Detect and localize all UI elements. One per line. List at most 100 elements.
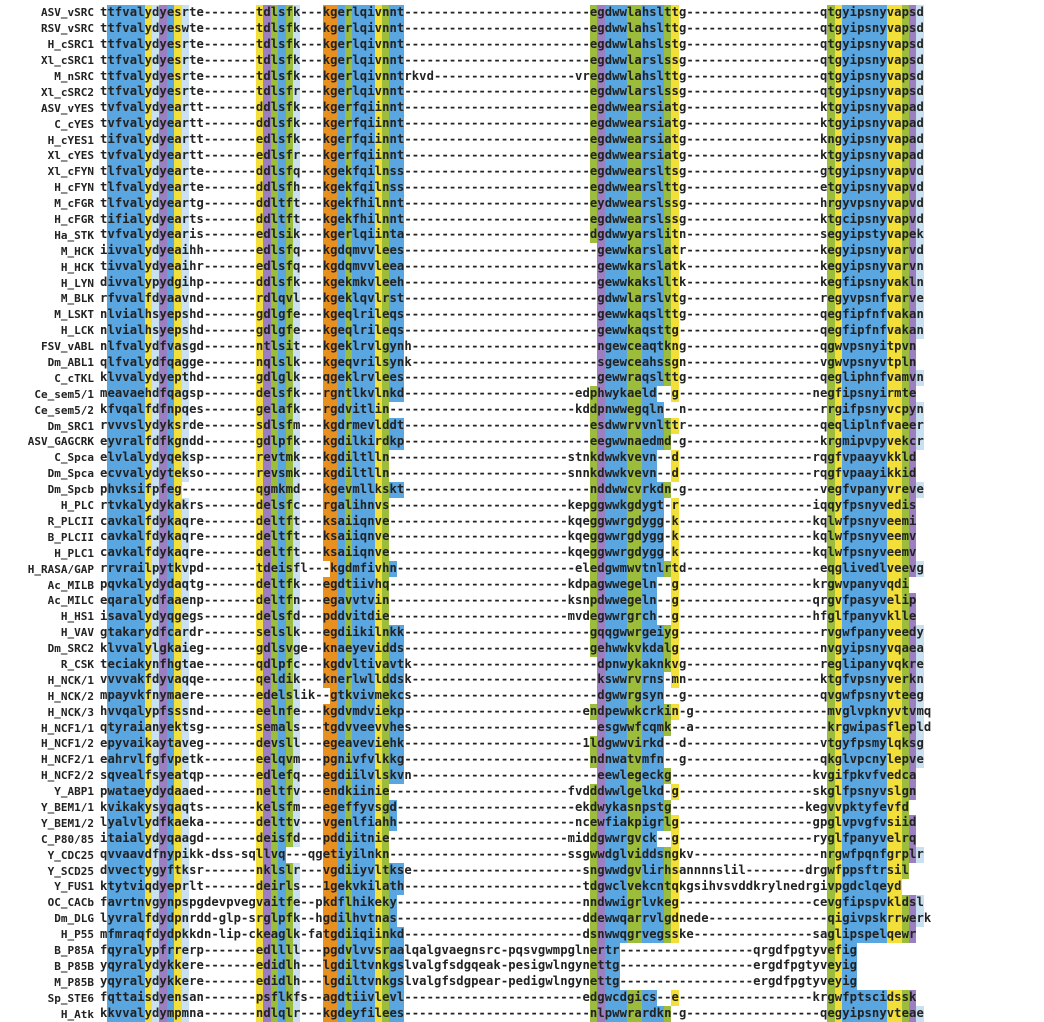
alignment-row: M_P85B y q y r a l y d y k k e r e - - - - - - - e d i d l h - - - l g d i… [0,974,1044,991]
sequence-name: H_PLC [60,499,94,513]
alignment-row: M_cFGR t l f v a l y d y e a r t g - - - - - - - d d l t f t - - - k g e k… [0,195,1044,212]
sequence-name: ASV_vSRC [41,6,94,20]
sequence-name: M_cFGR [54,197,94,211]
alignment-row: RSV_vSRC t t f v a l y d y e s w t e - - - - - - - t d l s f k - - - k g… [0,20,1044,37]
sequence-name: H_NCK/2 [47,689,94,703]
sequence-name: Y_CDC25 [47,848,94,862]
sequence-name: Dm_SRC1 [47,419,94,433]
alignment-row: Xl_cSRC2 t t f v a l y d y e s r t e - - - - - - - t d l s f r - - - k g… [0,84,1044,101]
sequence-name: H_P55 [60,928,94,942]
sequence-name: C_cTKL [54,371,94,385]
sequence-name: Ce_sem5/2 [34,403,94,417]
alignment-row: Y_BEM1/1 k v i k a k y s y q a q t s - - - - - - - k e l s f m - - - e g… [0,799,1044,816]
alignment-row: Xl_cFYN t l f v a l y d y e a r t e - - - - - - - d d l s f q - - - k g e… [0,163,1044,180]
sequence-name: H_HS1 [60,610,94,624]
alignment-row: Dm_DLG l y v r a l f d y d p n r d d - g l p - s r g l p f k - - h g d i l… [0,910,1044,927]
sequence-name: ASV_GAGCRK [27,435,94,449]
alignment-row: H_NCF1/1 q t y r a i a n y e k t s g - - - - - - - s e m a l s - - - t g… [0,720,1044,736]
sequence-name: H_PLC1 [54,546,94,560]
alignment-row: Ce_sem5/2 k f v q a l f d f n p q e s - - - - - - - g e l a f k - - - r… [0,402,1044,419]
sequence-name: M_LSKT [54,308,94,322]
alignment-row: H_NCK/3 h v v q a l y p f s s s n d - - - - - - - e e l n f e - - - k g d… [0,704,1044,721]
sequence-name: Y_BEM1/2 [41,816,94,830]
sequence-name: H_NCF2/1 [41,753,94,767]
alignment-row: Y_SCD25 d v v e c t y g y f t k s r - - - - - - - n k l s l r - - - v g d… [0,863,1044,879]
sequence-name: H_cFYN [54,181,94,195]
sequence-name: Ha_STK [54,228,94,242]
sequence-name: Y_BEM1/1 [41,800,94,814]
alignment-row: B_PLCII c a v k a l f d y k a q r e - - - - - - - d e l t f t - - - k s a… [0,529,1044,546]
sequence-name: Y_ABP1 [54,785,94,799]
alignment-row: H_NCF2/1 e a h r v l f g f v p e t k - - - - - - - e e l q v m - - - p g… [0,751,1044,768]
sequence-name: C_Spca [54,451,94,465]
sequence-name: R_PLCII [47,514,94,528]
alignment-row: M_LSKT n l v i a l h s y e p s h d - - - - - - - g d l g f e - - - k g e q… [0,306,1044,323]
sequence-name: H_RASA/GAP [27,562,94,576]
sequence-name: M_P85B [54,975,94,989]
alignment-row: H_NCF1/2 e p y v a i k a y t a v e g - - - - - - - d e v s l l - - - e g… [0,735,1044,752]
sequence-name: OC_CACb [47,896,94,910]
sequence-name: M_HCK [60,244,94,258]
sequence-name: R_CSK [60,657,94,671]
alignment-row: H_cSRC1 t t f v a l y d y e s r t e - - - - - - - t d l s f k - - - k g e… [0,36,1044,53]
sequence-name: Dm_Spcb [47,483,94,497]
alignment-row: Xl_cYES t v f v a l y d y e a r t t - - - - - - - e d l s f r - - - k g e… [0,148,1044,164]
sequence-name: Dm_SRC2 [47,642,94,656]
sequence-name: H_NCF1/1 [41,721,94,735]
alignment-row: Dm_Spca e c v v a l y d y t e k s o - - - - - - - r e v s m k - - - k g d… [0,465,1044,482]
sequence-name: H_NCK/3 [47,705,94,719]
sequence-name: B_PLCII [47,530,94,544]
alignment-row: H_NCK/1 v v v v a k f d y v a q q e - - - - - - - q e l d i k - - - k n e… [0,672,1044,689]
alignment-row: M_nSRC t t f v a l y d y e s r t e - - - - - - - t d l s f k - - - k g e r… [0,68,1044,85]
alignment-row: Ce_sem5/1 m e a v a e h d f q a g s p - - - - - - - d e l s f k - - - r… [0,386,1044,403]
sequence-name: H_NCF2/2 [41,769,94,783]
alignment-row: M_HCK i i v v a l y d y e a i h h - - - - - - - e d l s f q - - - k g d q m… [0,243,1044,260]
sequence-name: H_cYES1 [47,133,94,147]
sequence-name: Y_FUS1 [54,880,94,894]
alignment-row: C_Spca e l v l a l y d y q e k s p - - - - - - - r e v t m k - - - k g d i… [0,449,1044,466]
sequence-name: H_cFGR [54,213,94,227]
sequence-name: Dm_Spca [47,467,94,481]
alignment-row: Ac_MILB p q v k a l y d y d a q t g - - - - - - - d e l t f k - - - e g d… [0,577,1044,593]
sequence-name: M_BLK [60,292,94,306]
alignment-row: ASV_GAGCRK e y v r a l f d f k g n d d - - - - - - - g d l p f k - - -… [0,434,1044,450]
sequence-name: H_Atk [60,1007,94,1021]
alignment-row: H_PLC1 c a v k a l f d y k a q r e - - - - - - - d e l t f t - - - k s a i… [0,545,1044,562]
sequence-name: Dm_DLG [54,912,94,926]
alignment-row: H_NCF2/2 s q v e a l f s y e a t q p - - - - - - - e d l e f q - - - e g… [0,767,1044,784]
alignment-row: C_P80/85 i t a i a l y d y q a a g d - - - - - - - d e i s f d - - - p d… [0,831,1044,848]
alignment-row: H_HCK t i v v a l y d y e a i h r - - - - - - - e d l s f q - - - k g d q m… [0,259,1044,276]
alignment-row: C_cYES t v f v a l y d y e a r t t - - - - - - - d d l s f k - - - k g e r… [0,116,1044,133]
alignment-row: H_LYN d i v v a l y p y d g i h p - - - - - - - d d l s f k - - - k g e k m… [0,275,1044,292]
sequence-name: Ac_MILB [47,578,94,592]
